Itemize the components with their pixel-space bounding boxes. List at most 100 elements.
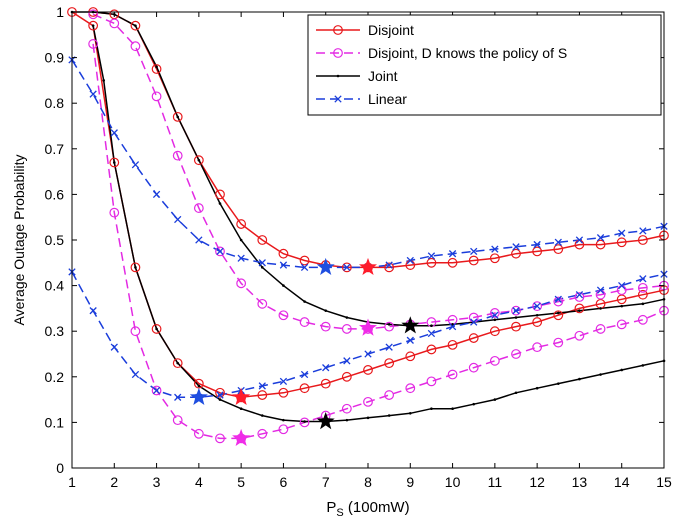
data-point: [237, 254, 245, 262]
data-point: [193, 203, 204, 213]
data-point: [155, 327, 158, 331]
data-point: [489, 355, 500, 366]
y-tick-label: 0.8: [45, 95, 65, 111]
data-point: [406, 336, 414, 344]
data-point: [172, 150, 183, 161]
data-point: [258, 382, 266, 390]
data-point: [430, 407, 433, 411]
data-point: [174, 393, 182, 401]
data-point: [130, 262, 141, 273]
data-point: [578, 377, 581, 381]
data-point: [599, 373, 602, 376]
data-point: [514, 391, 518, 395]
y-tick-label: 0.1: [45, 414, 65, 430]
data-point: [427, 252, 436, 260]
data-point: [299, 383, 310, 394]
legend-marker: [333, 25, 343, 35]
data-point: [556, 382, 560, 385]
data-point: [553, 337, 564, 348]
data-point: [89, 90, 97, 98]
optimal-point-star: [316, 412, 335, 430]
data-point: [279, 261, 288, 269]
data-point: [110, 343, 118, 351]
legend-label: Disjoint, D knows the policy of S: [368, 45, 567, 61]
data-point: [511, 248, 521, 259]
data-point: [320, 378, 331, 389]
data-point: [257, 298, 268, 309]
x-tick-label: 6: [280, 474, 288, 490]
data-point: [448, 250, 457, 258]
data-point: [151, 385, 162, 396]
data-point: [216, 391, 224, 399]
x-tick-label: 9: [406, 474, 414, 490]
data-point: [341, 403, 352, 414]
data-point: [489, 253, 500, 264]
x-tick-labels: 1 2 3 4 5 6 7 8 9 10 11 12 13 14 15: [68, 474, 672, 490]
data-point: [257, 428, 268, 439]
series-1-curve-0: [92, 13, 665, 330]
data-point: [596, 286, 605, 294]
data-point: [554, 295, 562, 303]
data-point: [511, 349, 521, 359]
data-point: [535, 313, 539, 317]
data-point: [236, 278, 247, 289]
data-point: [278, 248, 289, 259]
data-point: [532, 301, 543, 312]
data-point: [511, 305, 521, 316]
data-point: [493, 318, 497, 322]
data-point: [102, 79, 106, 82]
x-tick-label: 1: [68, 474, 76, 490]
data-point: [345, 418, 349, 422]
data-point: [324, 309, 328, 312]
x-tick-label: 14: [614, 474, 630, 490]
legend-box: [307, 14, 662, 116]
data-point: [88, 9, 99, 20]
data-point: [491, 245, 499, 253]
x-tick-label: 10: [445, 474, 461, 490]
data-point: [215, 433, 225, 444]
data-point: [172, 415, 183, 426]
data-point: [553, 244, 564, 255]
data-point: [451, 323, 454, 326]
data-point: [345, 316, 349, 319]
y-tick-label: 0.6: [45, 186, 65, 202]
data-point: [493, 398, 497, 401]
data-point: [152, 386, 161, 395]
data-point: [320, 321, 331, 332]
y-tick-label: 0.3: [45, 323, 65, 339]
data-point: [195, 236, 203, 244]
data-point: [366, 416, 370, 420]
data-point: [532, 317, 543, 327]
data-point: [88, 39, 99, 49]
legend-label: Joint: [368, 68, 398, 84]
data-point: [595, 239, 606, 250]
data-point: [426, 257, 437, 268]
optimal-point-star: [232, 428, 251, 446]
data-point: [278, 387, 289, 398]
data-point: [303, 300, 306, 303]
data-point: [91, 24, 95, 27]
data-point: [639, 227, 647, 235]
optimal-point-star: [189, 387, 208, 405]
data-point: [511, 321, 521, 332]
x-tick-label: 15: [656, 474, 672, 490]
legend-marker: [336, 74, 340, 78]
data-point: [618, 281, 626, 290]
data-point: [512, 243, 520, 251]
data-point: [533, 240, 541, 249]
data-point: [282, 418, 285, 422]
data-point: [343, 263, 351, 272]
data-point: [430, 324, 433, 328]
optimal-point-star: [316, 257, 335, 275]
data-point: [637, 235, 648, 245]
x-axis-label-main: P: [326, 499, 336, 516]
x-axis-label-subscript: S: [336, 507, 343, 519]
data-point: [468, 362, 479, 373]
legend: Disjoint Disjoint, D knows the policy of …: [307, 14, 662, 116]
data-point: [447, 339, 458, 350]
data-point: [299, 317, 310, 327]
data-point: [468, 333, 479, 343]
data-point: [470, 247, 478, 256]
data-point: [387, 323, 391, 326]
